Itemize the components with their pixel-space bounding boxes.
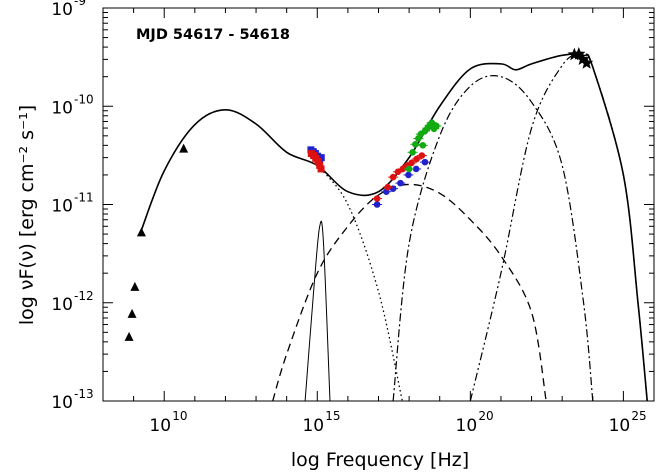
data-point-circle (412, 165, 420, 173)
data-point-circle (433, 122, 440, 130)
data-point-star (576, 52, 590, 66)
data-point-triangle (136, 227, 146, 237)
y-tick-label: 10 (51, 295, 73, 315)
x-tick-label: 10 (302, 416, 324, 436)
y-tick-label-exponent: -11 (74, 191, 94, 205)
data-point-circle (373, 201, 381, 208)
data-point-triangle (124, 331, 134, 341)
data-point-circle (384, 183, 392, 191)
x-axis-label: log Frequency [Hz] (291, 449, 469, 471)
data-point-star (572, 47, 586, 60)
data-point-square (317, 165, 325, 173)
y-tick-label: 10 (51, 197, 73, 217)
data-point-circle (373, 195, 381, 202)
model-curve-dotted (316, 164, 403, 401)
y-tick-label: 10 (51, 0, 73, 20)
data-point-square (314, 157, 322, 165)
data-point-circle (408, 159, 415, 167)
data-point-circle (394, 168, 402, 176)
x-tick-labels: 10 10 10 15 10 20 10 25 (149, 409, 646, 436)
x-tick-label-exponent: 20 (478, 409, 493, 423)
model-curve-dash-dot (392, 75, 594, 401)
x-tick-label: 10 (149, 416, 171, 436)
data-point-circle (412, 140, 419, 148)
chart-annotation: MJD 54617 - 54618 (136, 27, 290, 43)
data-point-circle (405, 165, 413, 173)
model-curve-solid-thick (140, 53, 649, 401)
data-point-circle (399, 165, 407, 173)
data-point-circle (418, 152, 426, 159)
y-tick-label: 10 (51, 98, 73, 118)
x-tick-label: 10 (456, 416, 478, 436)
model-curves (140, 53, 649, 401)
data-point-circle (389, 173, 397, 181)
y-tick-label-exponent: -9 (74, 0, 86, 8)
y-axis-label: log νF(ν) [erg cm⁻² s⁻¹] (16, 105, 38, 325)
y-tick-label-exponent: -10 (74, 92, 94, 106)
data-point-circle (413, 155, 420, 163)
data-point-star (567, 47, 582, 61)
data-point-star (579, 56, 594, 69)
data-points (124, 47, 594, 341)
axis-ticks (102, 8, 655, 402)
y-tick-label-exponent: -12 (74, 289, 94, 303)
data-point-circle (419, 142, 427, 149)
model-curve-dash-dot-dot (469, 53, 648, 401)
data-point-square (316, 161, 324, 169)
y-tick-label-exponent: -13 (74, 387, 94, 401)
x-tick-label-exponent: 15 (325, 409, 340, 423)
y-tick-label: 10 (51, 393, 73, 413)
x-tick-label: 10 (609, 416, 631, 436)
data-point-triangle (127, 308, 137, 318)
data-point-circle (397, 179, 404, 187)
model-curve-solid-thin (304, 220, 331, 401)
data-point-circle (409, 148, 416, 156)
x-tick-label-exponent: 25 (631, 409, 646, 423)
data-point-square (317, 154, 325, 162)
data-point-triangle (179, 143, 189, 153)
model-curve-dashed (272, 183, 547, 401)
data-point-circle (421, 158, 429, 166)
x-tick-label-exponent: 10 (172, 409, 187, 423)
data-point-circle (428, 119, 436, 127)
data-point-circle (405, 171, 412, 179)
data-point-triangle (130, 281, 140, 291)
